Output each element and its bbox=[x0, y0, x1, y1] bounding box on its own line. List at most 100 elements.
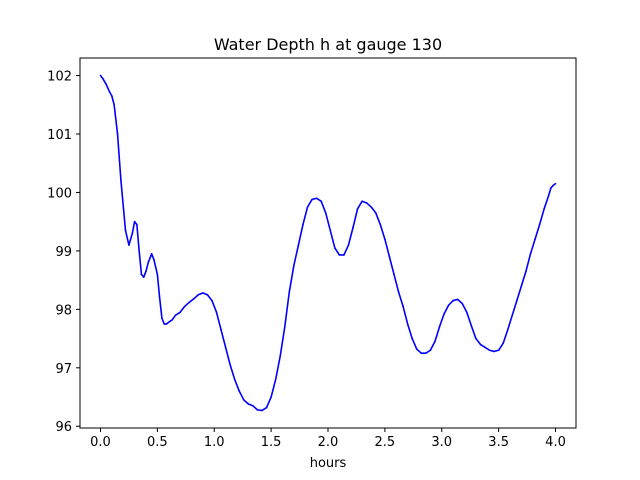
data-point bbox=[158, 296, 161, 299]
data-point bbox=[283, 326, 286, 328]
data-point bbox=[534, 238, 536, 241]
data-point bbox=[252, 404, 254, 407]
x-tick-label: 4.0 bbox=[545, 435, 566, 450]
data-point bbox=[552, 184, 555, 187]
data-point bbox=[270, 396, 272, 398]
data-point bbox=[338, 254, 341, 256]
data-point bbox=[502, 342, 504, 345]
data-point bbox=[116, 133, 119, 135]
data-point bbox=[393, 273, 395, 276]
y-tick-label: 98 bbox=[55, 303, 72, 318]
data-point bbox=[124, 229, 127, 232]
data-point bbox=[247, 403, 250, 405]
data-point bbox=[315, 197, 318, 200]
data-point bbox=[475, 337, 477, 340]
data-point bbox=[243, 399, 245, 401]
data-point bbox=[434, 340, 436, 343]
data-point bbox=[128, 244, 130, 246]
data-point bbox=[150, 253, 153, 255]
data-point bbox=[425, 352, 427, 354]
data-point bbox=[274, 378, 277, 381]
data-point bbox=[99, 74, 102, 77]
data-point bbox=[324, 212, 327, 214]
data-point bbox=[133, 220, 136, 223]
data-point bbox=[202, 292, 204, 294]
data-point bbox=[288, 291, 291, 293]
data-point bbox=[529, 253, 532, 255]
data-point bbox=[484, 346, 486, 349]
data-point bbox=[415, 348, 418, 350]
data-point bbox=[215, 311, 218, 314]
data-point bbox=[334, 247, 336, 249]
data-point bbox=[554, 182, 557, 185]
data-point bbox=[550, 186, 552, 189]
data-point bbox=[111, 95, 113, 97]
data-point bbox=[161, 317, 163, 319]
x-tick-label: 3.0 bbox=[431, 435, 452, 450]
y-tick-label: 96 bbox=[55, 420, 72, 435]
data-point bbox=[406, 323, 409, 325]
plot-area bbox=[99, 74, 557, 412]
y-tick-label: 97 bbox=[55, 362, 72, 377]
data-point bbox=[183, 305, 186, 308]
data-point bbox=[311, 198, 313, 201]
x-tick-label: 0.0 bbox=[90, 435, 111, 450]
data-point bbox=[279, 355, 282, 357]
data-point bbox=[108, 91, 111, 93]
data-point bbox=[520, 285, 523, 287]
chart-title: Water Depth h at gauge 130 bbox=[214, 35, 442, 54]
data-point bbox=[197, 293, 200, 296]
data-point bbox=[370, 206, 373, 208]
data-point bbox=[105, 83, 107, 86]
data-point bbox=[374, 212, 377, 214]
data-point bbox=[525, 270, 527, 273]
data-point bbox=[163, 323, 165, 325]
data-point bbox=[302, 223, 304, 226]
data-point bbox=[329, 229, 332, 232]
data-point bbox=[438, 326, 441, 328]
data-point bbox=[147, 261, 150, 264]
data-point bbox=[402, 305, 404, 308]
data-point bbox=[384, 238, 386, 241]
data-point bbox=[365, 202, 368, 204]
data-point bbox=[497, 349, 500, 352]
data-point bbox=[261, 409, 263, 412]
data-point bbox=[145, 270, 147, 273]
data-point bbox=[443, 313, 445, 315]
data-point bbox=[347, 244, 350, 246]
data-point bbox=[397, 291, 400, 293]
x-axis-label: hours bbox=[310, 456, 347, 471]
data-point bbox=[506, 329, 509, 331]
data-point bbox=[293, 264, 295, 267]
x-tick-label: 1.0 bbox=[204, 435, 225, 450]
data-point bbox=[192, 298, 195, 300]
data-point bbox=[429, 349, 432, 352]
data-point bbox=[229, 364, 231, 366]
data-point bbox=[131, 232, 134, 235]
data-point bbox=[447, 304, 450, 307]
x-tick-label: 3.5 bbox=[488, 435, 509, 450]
data-point bbox=[538, 223, 541, 226]
data-point bbox=[543, 208, 545, 210]
data-point bbox=[420, 352, 423, 354]
data-point bbox=[388, 255, 391, 258]
data-point bbox=[188, 301, 191, 304]
x-tick-label: 2.0 bbox=[318, 435, 339, 450]
data-point bbox=[256, 409, 259, 411]
data-point bbox=[456, 298, 459, 301]
data-point bbox=[379, 223, 382, 226]
data-point bbox=[101, 77, 104, 80]
data-point bbox=[265, 406, 268, 409]
data-point bbox=[171, 319, 173, 321]
data-point bbox=[352, 226, 354, 229]
y-tick-label: 99 bbox=[55, 245, 72, 260]
data-point bbox=[511, 314, 514, 316]
y-tick-label: 100 bbox=[47, 186, 72, 201]
data-point bbox=[165, 323, 168, 325]
data-point bbox=[153, 258, 155, 261]
y-tick-label: 102 bbox=[47, 70, 72, 85]
data-point bbox=[493, 350, 495, 353]
data-point bbox=[120, 179, 122, 182]
data-point bbox=[343, 254, 345, 256]
